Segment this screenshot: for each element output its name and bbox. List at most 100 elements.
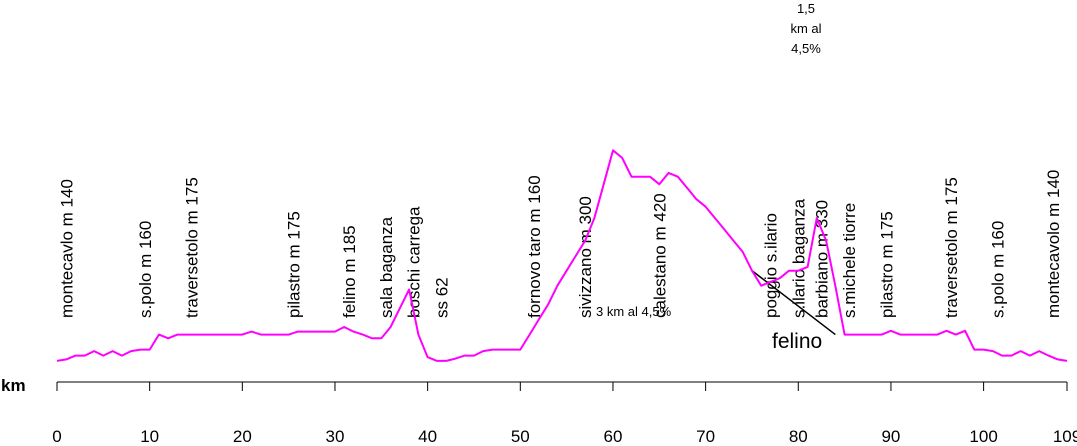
profile-point-45 xyxy=(473,355,475,357)
profile-point-57 xyxy=(584,240,586,242)
profile-point-50 xyxy=(519,349,521,351)
profile-point-8 xyxy=(130,350,132,352)
profile-point-18 xyxy=(223,334,225,336)
profile-point-31 xyxy=(343,326,345,328)
profile-point-104 xyxy=(1020,350,1022,352)
x-ticks xyxy=(56,382,1068,391)
profile-point-19 xyxy=(232,334,234,336)
profile-point-49 xyxy=(510,349,512,351)
annotation-climb-1-5km-line-1: 1,5 xyxy=(797,1,815,16)
profile-line xyxy=(56,149,1068,362)
profile-point-78 xyxy=(779,277,781,279)
annotation-climb-1-5km-line-3: 4,5% xyxy=(791,41,821,56)
profile-point-60 xyxy=(612,149,614,151)
place-label-16: traversetolo m 175 xyxy=(942,177,961,318)
profile-point-71 xyxy=(714,217,716,219)
profile-point-74 xyxy=(742,251,744,253)
profile-point-105 xyxy=(1029,355,1031,357)
place-label-17: s.polo m 160 xyxy=(989,221,1008,318)
profile-point-51 xyxy=(529,334,531,336)
profile-point-100 xyxy=(983,349,985,351)
place-label-1: s.polo m 160 xyxy=(136,221,155,318)
profile-point-69 xyxy=(695,198,697,200)
profile-point-85 xyxy=(844,334,846,336)
profile-point-0 xyxy=(56,360,58,362)
profile-point-80 xyxy=(797,270,799,272)
profile-point-23 xyxy=(269,334,271,336)
profile-point-5 xyxy=(102,355,104,357)
profile-point-90 xyxy=(890,330,892,332)
x-tick-label-20: 20 xyxy=(233,427,252,446)
place-label-13: barbiano m 330 xyxy=(812,200,831,318)
profile-point-42 xyxy=(445,360,447,362)
profile-point-33 xyxy=(362,334,364,336)
profile-point-1 xyxy=(65,358,67,360)
profile-point-86 xyxy=(853,334,855,336)
profile-point-87 xyxy=(862,334,864,336)
place-label-0: montecavlo m 140 xyxy=(57,179,76,318)
place-label-11: poggio s.ilario xyxy=(761,213,780,318)
x-tick-label-90: 90 xyxy=(881,427,900,446)
profile-point-96 xyxy=(946,330,948,332)
profile-point-108 xyxy=(1057,358,1059,360)
profile-point-43 xyxy=(454,358,456,360)
x-tick-label-0: 0 xyxy=(52,427,61,446)
profile-point-36 xyxy=(390,326,392,328)
profile-point-47 xyxy=(492,349,494,351)
profile-point-16 xyxy=(204,334,206,336)
profile-point-14 xyxy=(186,334,188,336)
profile-point-58 xyxy=(593,217,595,219)
x-tick-label-80: 80 xyxy=(789,427,808,446)
annotations: 3 km al 4,5% felino 1,5 km al 4,5% xyxy=(596,1,822,353)
profile-point-55 xyxy=(566,270,568,272)
x-tick-label-109: 109 xyxy=(1053,427,1077,446)
profile-point-79 xyxy=(788,270,790,272)
profile-point-81 xyxy=(807,266,809,268)
place-label-15: pilastro m 175 xyxy=(877,211,896,318)
profile-point-89 xyxy=(881,334,883,336)
place-label-3: pilastro m 175 xyxy=(284,211,303,318)
profile-point-41 xyxy=(436,360,438,362)
x-axis: 0 10 20 30 40 50 60 70 80 90 100 109 km xyxy=(1,376,1077,446)
variant-route-line xyxy=(751,270,836,336)
profile-point-64 xyxy=(649,176,651,178)
profile-point-28 xyxy=(315,331,317,333)
profile-point-62 xyxy=(630,176,632,178)
profile-point-82 xyxy=(816,217,818,219)
x-tick-label-50: 50 xyxy=(511,427,530,446)
profile-point-88 xyxy=(871,334,873,336)
profile-point-4 xyxy=(93,350,95,352)
x-tick-labels: 0 10 20 30 40 50 60 70 80 90 100 109 xyxy=(52,427,1077,446)
x-tick-label-10: 10 xyxy=(140,427,159,446)
profile-points xyxy=(56,149,1068,362)
profile-point-83 xyxy=(825,240,827,242)
profile-point-7 xyxy=(121,355,123,357)
profile-point-25 xyxy=(288,334,290,336)
profile-point-12 xyxy=(167,337,169,339)
profile-point-73 xyxy=(732,240,734,242)
profile-point-67 xyxy=(677,176,679,178)
profile-point-10 xyxy=(149,349,151,351)
place-label-8: fornovo taro m 160 xyxy=(525,175,544,318)
profile-point-92 xyxy=(908,334,910,336)
profile-point-68 xyxy=(686,187,688,189)
profile-point-65 xyxy=(658,183,660,185)
profile-point-40 xyxy=(427,356,429,358)
profile-point-32 xyxy=(353,331,355,333)
profile-point-101 xyxy=(992,350,994,352)
profile-point-46 xyxy=(482,350,484,352)
place-label-5: sala baganza xyxy=(377,216,396,318)
place-label-14: s.michele tiorre xyxy=(840,203,859,318)
profile-point-76 xyxy=(760,285,762,287)
annotation-felino: felino xyxy=(772,330,822,353)
profile-point-53 xyxy=(547,303,549,305)
place-label-2: traversetolo m 175 xyxy=(182,177,201,318)
profile-point-91 xyxy=(899,334,901,336)
x-tick-label-60: 60 xyxy=(604,427,623,446)
profile-point-66 xyxy=(668,172,670,174)
x-tick-label-30: 30 xyxy=(326,427,345,446)
profile-point-103 xyxy=(1010,355,1012,357)
profile-point-34 xyxy=(371,337,373,339)
profile-point-3 xyxy=(84,355,86,357)
